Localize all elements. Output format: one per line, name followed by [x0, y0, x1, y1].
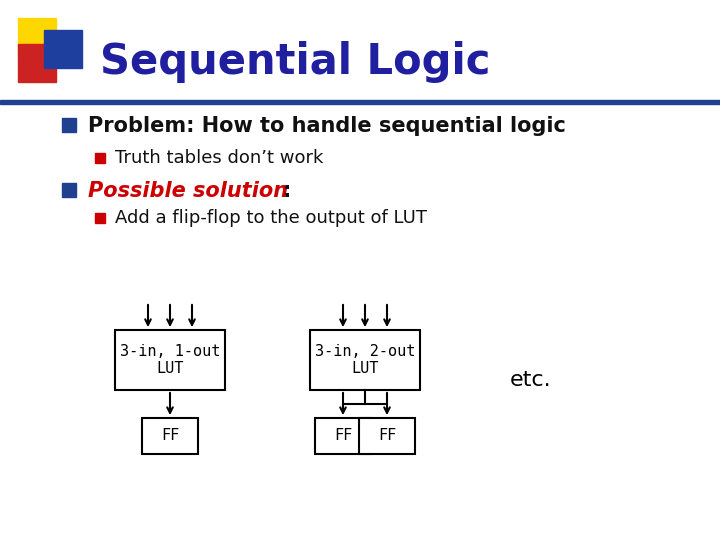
- Bar: [18, 44, 56, 82]
- Bar: [359, 418, 415, 454]
- Text: 3-in, 1-out
LUT: 3-in, 1-out LUT: [120, 344, 220, 376]
- Bar: [62, 118, 76, 132]
- Bar: [18, 18, 56, 56]
- Text: Problem: How to handle sequential logic: Problem: How to handle sequential logic: [88, 116, 566, 136]
- Bar: [315, 418, 371, 454]
- Bar: [310, 330, 420, 390]
- Text: FF: FF: [378, 429, 396, 443]
- Bar: [44, 30, 82, 68]
- Bar: [115, 330, 225, 390]
- Text: FF: FF: [161, 429, 179, 443]
- Bar: [62, 183, 76, 197]
- Bar: [95, 153, 105, 163]
- Bar: [142, 418, 198, 454]
- Text: Add a flip-flop to the output of LUT: Add a flip-flop to the output of LUT: [115, 209, 427, 227]
- Text: 3-in, 2-out
LUT: 3-in, 2-out LUT: [315, 344, 415, 376]
- Bar: [0, 100, 720, 104]
- Text: Sequential Logic: Sequential Logic: [100, 41, 490, 83]
- Text: Possible solution: Possible solution: [88, 181, 288, 201]
- Text: :: :: [283, 181, 292, 201]
- Text: Truth tables don’t work: Truth tables don’t work: [115, 149, 323, 167]
- Text: FF: FF: [334, 429, 352, 443]
- Bar: [95, 213, 105, 223]
- Text: etc.: etc.: [510, 370, 552, 390]
